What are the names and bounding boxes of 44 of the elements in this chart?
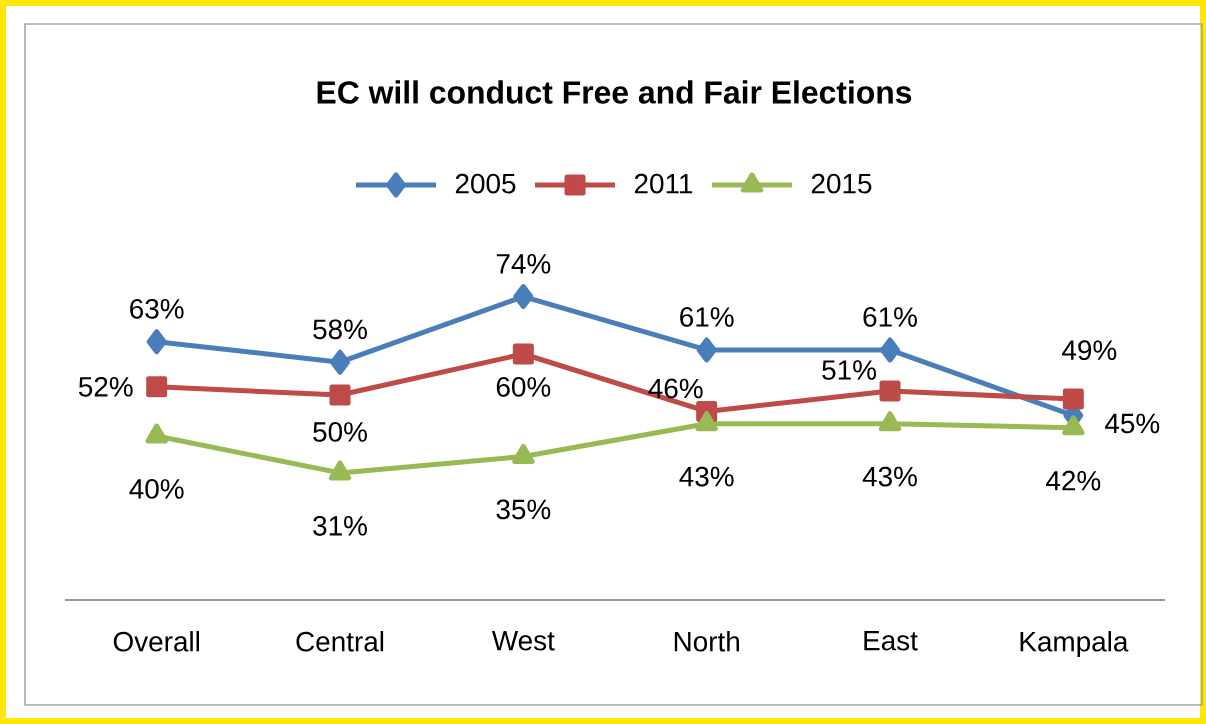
data-label: 45% [1105, 413, 1160, 434]
data-label: 58% [313, 319, 367, 340]
data-label: 31% [313, 515, 367, 536]
data-label: 46% [648, 378, 703, 399]
data-label: 35% [496, 499, 551, 520]
data-label: 43% [862, 466, 917, 487]
data-label: 40% [129, 479, 184, 499]
chart-title: EC will conduct Free and Fair Elections [317, 80, 912, 104]
point [145, 423, 168, 444]
point [329, 384, 351, 406]
data-label: 63% [130, 298, 184, 319]
point [513, 284, 534, 310]
legend-label: 2011 [634, 173, 693, 194]
point [696, 337, 717, 363]
point [330, 349, 351, 375]
data-label: 43% [679, 466, 734, 487]
x-tick-label: West [491, 631, 555, 651]
data-label: 61% [863, 307, 917, 327]
point [146, 376, 168, 398]
data-label: 51% [822, 360, 876, 380]
x-tick-label: East [864, 631, 918, 651]
x-tick-label: Overall [113, 631, 199, 652]
data-label: 49% [1062, 340, 1117, 361]
point [146, 329, 167, 355]
point [512, 444, 535, 464]
data-label: 74% [496, 254, 551, 274]
point [1062, 415, 1085, 436]
data-label: 42% [1046, 470, 1101, 491]
x-tick-label: Central [296, 631, 384, 652]
point [1062, 388, 1084, 410]
point [328, 460, 352, 481]
point [878, 411, 902, 432]
point [512, 343, 534, 365]
point [880, 337, 901, 363]
legend-label: 2005 [455, 173, 516, 194]
legend-label: 2015 [811, 173, 872, 194]
x-tick-label: North [674, 631, 739, 652]
data-label: 50% [313, 422, 367, 442]
point [695, 411, 718, 432]
x-tick-label: Kampala [1020, 631, 1129, 658]
data-label: 60% [496, 377, 551, 397]
data-label: 52% [78, 376, 133, 397]
data-label: 61% [680, 307, 734, 327]
point [879, 380, 901, 402]
